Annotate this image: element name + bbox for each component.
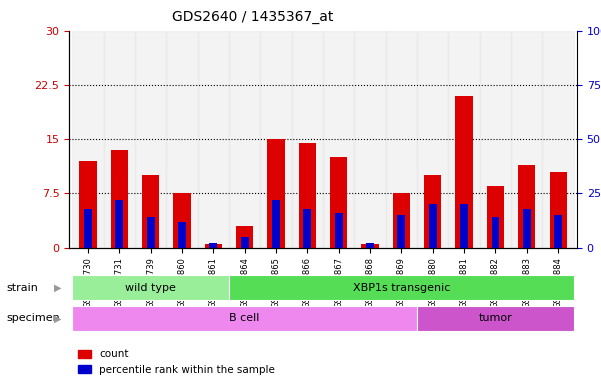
Bar xyxy=(72,31,103,248)
Bar xyxy=(205,244,222,248)
Bar xyxy=(135,31,166,248)
Bar xyxy=(480,31,511,248)
Bar xyxy=(323,31,355,248)
FancyBboxPatch shape xyxy=(72,306,417,331)
Text: strain: strain xyxy=(6,283,38,293)
Bar xyxy=(355,31,386,248)
Bar xyxy=(549,172,567,248)
Bar xyxy=(492,217,499,248)
Bar xyxy=(361,244,379,248)
Bar xyxy=(386,31,417,248)
Bar xyxy=(299,143,316,248)
Bar xyxy=(166,31,198,248)
Bar xyxy=(543,31,574,248)
Bar xyxy=(173,194,191,248)
Bar xyxy=(115,200,123,248)
Text: ▶: ▶ xyxy=(54,283,61,293)
Bar xyxy=(84,209,92,248)
Bar xyxy=(103,31,135,248)
Bar xyxy=(417,31,448,248)
Bar xyxy=(209,243,217,248)
Bar xyxy=(487,186,504,248)
Text: tumor: tumor xyxy=(478,313,512,323)
Text: ▶: ▶ xyxy=(54,313,61,323)
Bar xyxy=(241,237,249,248)
Bar xyxy=(424,175,441,248)
Bar xyxy=(335,213,343,248)
Bar xyxy=(554,215,562,248)
Bar xyxy=(330,157,347,248)
Text: XBP1s transgenic: XBP1s transgenic xyxy=(353,283,450,293)
Text: GDS2640 / 1435367_at: GDS2640 / 1435367_at xyxy=(172,10,333,23)
Bar xyxy=(304,209,311,248)
Bar xyxy=(260,31,291,248)
Bar xyxy=(366,243,374,248)
Bar xyxy=(147,217,154,248)
FancyBboxPatch shape xyxy=(417,306,574,331)
FancyBboxPatch shape xyxy=(72,275,229,300)
Bar xyxy=(429,204,437,248)
Bar xyxy=(79,161,97,248)
Bar xyxy=(448,31,480,248)
Bar xyxy=(198,31,229,248)
Bar xyxy=(523,209,531,248)
Bar xyxy=(291,31,323,248)
Bar xyxy=(460,204,468,248)
Bar xyxy=(267,139,285,248)
Bar xyxy=(142,175,159,248)
Bar xyxy=(272,200,280,248)
Bar xyxy=(511,31,543,248)
Text: specimen: specimen xyxy=(6,313,59,323)
Bar xyxy=(229,31,260,248)
Bar xyxy=(178,222,186,248)
Bar xyxy=(393,194,410,248)
Bar xyxy=(236,226,253,248)
Text: B cell: B cell xyxy=(230,313,260,323)
Bar xyxy=(111,150,128,248)
FancyBboxPatch shape xyxy=(229,275,574,300)
Bar xyxy=(518,164,535,248)
Bar xyxy=(456,96,473,248)
Text: wild type: wild type xyxy=(125,283,176,293)
Legend: count, percentile rank within the sample: count, percentile rank within the sample xyxy=(75,345,279,379)
Bar xyxy=(397,215,405,248)
